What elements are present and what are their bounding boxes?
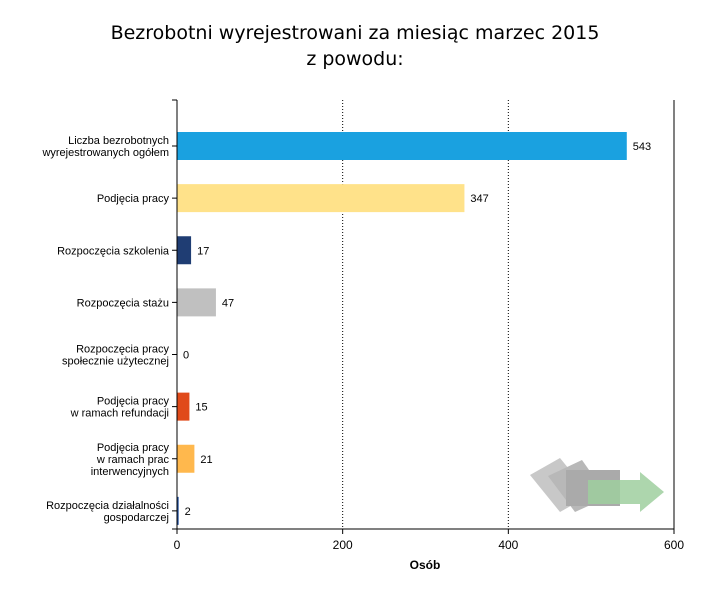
category-label-4-line-0: Rozpoczęcia pracy bbox=[76, 344, 169, 356]
value-label-2: 17 bbox=[197, 245, 209, 257]
category-label-1: Podjęcia pracy bbox=[97, 193, 170, 205]
category-label-0: Liczba bezrobotnych wyrejestrowanych ogół… bbox=[41, 135, 169, 159]
watermark-text: URZĄD PRACY bbox=[554, 512, 640, 524]
value-label-6: 21 bbox=[200, 454, 212, 466]
bar-0 bbox=[177, 132, 627, 160]
bar-1 bbox=[177, 184, 465, 213]
category-label-6-line-0: Podjęcia pracy bbox=[97, 442, 170, 454]
x-tick-label-2: 400 bbox=[498, 538, 518, 552]
category-label-6: Podjęcia pracy w ramach prac interwencyjny… bbox=[91, 442, 170, 478]
bar-2 bbox=[177, 236, 192, 265]
category-label-0-line-0: Liczba bezrobotnych bbox=[68, 135, 169, 147]
value-label-5: 15 bbox=[195, 402, 207, 414]
category-label-4: Rozpoczęcia pracy społecznie użytecznej bbox=[62, 344, 170, 368]
chart-title-line-1: Bezrobotni wyrejestrowani za miesiąc mar… bbox=[110, 22, 600, 44]
category-label-7-line-0: Rozpoczęcia działalności bbox=[46, 500, 169, 512]
category-label-7: Rozpoczęcia działalności gospodarczej bbox=[46, 500, 169, 524]
category-label-4-line-1: społecznie użytecznej bbox=[62, 356, 169, 368]
x-tick-label-0: 0 bbox=[174, 538, 181, 552]
category-label-6-line-1: w ramach prac bbox=[96, 454, 170, 466]
bars bbox=[177, 132, 627, 525]
value-label-3: 47 bbox=[222, 297, 234, 309]
x-tick-label-3: 600 bbox=[664, 538, 684, 552]
bar-3 bbox=[177, 288, 216, 317]
urzad-pracy-watermark: URZĄD PRACY bbox=[530, 458, 664, 524]
chart-title: Bezrobotni wyrejestrowani za miesiąc mar… bbox=[0, 20, 710, 72]
value-label-4: 0 bbox=[183, 350, 189, 362]
value-label-0: 543 bbox=[633, 141, 651, 153]
category-label-1-line-0: Podjęcia pracy bbox=[97, 193, 170, 205]
x-axis-title: Osób bbox=[410, 558, 441, 572]
category-label-3-line-0: Rozpoczęcia stażu bbox=[77, 297, 169, 309]
grid-lines bbox=[342, 100, 675, 529]
x-tick-label-1: 200 bbox=[333, 538, 353, 552]
category-label-5: Podjęcia pracy w ramach refundacji bbox=[70, 396, 170, 420]
value-label-7: 2 bbox=[185, 506, 191, 518]
category-label-3: Rozpoczęcia stażu bbox=[77, 297, 169, 309]
watermark-arrow-icon bbox=[588, 472, 664, 512]
chart-title-line-2: z powodu: bbox=[306, 48, 404, 70]
category-label-0-line-1: wyrejestrowanych ogółem bbox=[41, 147, 169, 159]
category-label-6-line-2: interwencyjnych bbox=[91, 466, 169, 478]
category-label-2-line-0: Rozpoczęcia szkolenia bbox=[57, 245, 170, 257]
category-label-5-line-0: Podjęcia pracy bbox=[97, 396, 170, 408]
labels: 543 347 17 47 0 15 21 2 0 200 400 600 Liczba bezrobo… bbox=[41, 135, 684, 552]
axes bbox=[172, 99, 675, 534]
category-label-7-line-1: gospodarczej bbox=[104, 512, 169, 524]
category-label-2: Rozpoczęcia szkolenia bbox=[57, 245, 170, 257]
category-label-5-line-1: w ramach refundacji bbox=[70, 408, 169, 420]
bar-6 bbox=[177, 444, 195, 473]
bar-5 bbox=[177, 392, 190, 421]
value-label-1: 347 bbox=[470, 193, 488, 205]
bar-7 bbox=[177, 496, 179, 525]
